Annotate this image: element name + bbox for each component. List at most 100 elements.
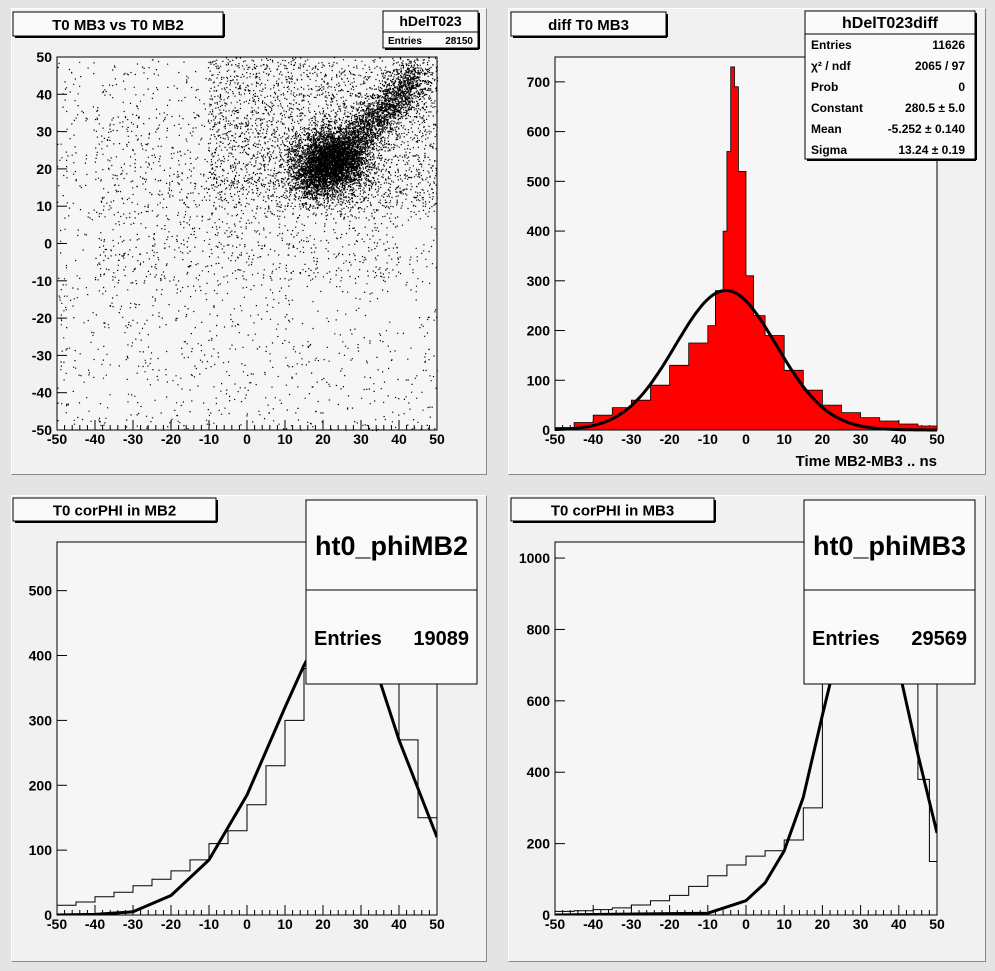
x-tick-label: -50: [545, 916, 565, 932]
stats-value: 28150: [445, 36, 473, 47]
x-tick-label: 20: [315, 916, 331, 932]
title-box: [510, 11, 667, 37]
x-tick-label: 20: [815, 431, 831, 447]
y-tick-label: 400: [527, 764, 551, 780]
chart-title: T0 corPHI in MB2: [53, 503, 176, 520]
y-tick-label: 200: [527, 836, 551, 852]
stats-label: Sigma: [811, 143, 847, 157]
y-tick-label: 30: [36, 124, 52, 140]
x-tick-label: 50: [929, 916, 945, 932]
x-tick-label: 10: [277, 431, 293, 447]
y-tick-label: 300: [527, 273, 551, 289]
x-tick-label: -40: [85, 916, 105, 932]
x-tick-label: 20: [315, 431, 331, 447]
stats-value: 13.24 ± 0.19: [898, 143, 965, 157]
x-tick-label: 30: [853, 916, 869, 932]
x-tick-label: -30: [621, 916, 641, 932]
histogram-bars: [554, 66, 938, 431]
stats-label: Entries: [811, 38, 852, 52]
chart-title: T0 MB3 vs T0 MB2: [52, 17, 184, 34]
x-tick-label: 0: [742, 916, 750, 932]
y-tick-label: -50: [32, 422, 52, 438]
x-tick-label: 10: [776, 431, 792, 447]
y-tick-label: 300: [29, 712, 53, 728]
y-tick-label: 400: [29, 648, 53, 664]
x-tick-label: -50: [47, 916, 67, 932]
x-tick-label: 40: [391, 916, 407, 932]
x-tick-label: 50: [429, 916, 445, 932]
x-tick-label: -40: [583, 916, 603, 932]
stats-label: Mean: [811, 122, 842, 136]
y-tick-label: 200: [527, 323, 551, 339]
y-tick-label: 600: [527, 124, 551, 140]
x-tick-label: 30: [353, 916, 369, 932]
plot-area: [57, 542, 437, 915]
y-tick-label: 10: [36, 198, 52, 214]
y-tick-label: 500: [29, 583, 53, 599]
x-tick-label: 30: [853, 431, 869, 447]
x-tick-label: -20: [161, 431, 181, 447]
stats-label: Entries: [812, 628, 880, 650]
x-axis-label: Time MB2-MB3 .. ns: [796, 453, 937, 470]
stats-box: [305, 499, 478, 685]
x-tick-label: 50: [929, 431, 945, 447]
y-tick-label: 0: [542, 422, 550, 438]
x-tick-label: 10: [776, 916, 792, 932]
x-tick-label: -30: [621, 431, 641, 447]
y-tick-label: 100: [29, 842, 53, 858]
y-tick-label: 600: [527, 693, 551, 709]
x-tick-label: 20: [815, 916, 831, 932]
scatter-points: [57, 57, 439, 432]
stats-label: Prob: [811, 80, 838, 94]
y-tick-label: 20: [36, 161, 52, 177]
x-tick-label: 40: [891, 916, 907, 932]
x-tick-label: 50: [429, 431, 445, 447]
x-tick-label: -10: [698, 431, 718, 447]
x-tick-label: -20: [161, 916, 181, 932]
y-tick-label: 100: [527, 372, 551, 388]
stats-box: [804, 10, 976, 160]
y-tick-label: 700: [527, 74, 551, 90]
stats-label: χ² / ndf: [811, 59, 852, 73]
stats-name: hDelT023diff: [842, 15, 939, 32]
stats-value: 11626: [932, 38, 965, 52]
y-tick-label: 0: [44, 236, 52, 252]
title-box: [12, 11, 224, 37]
plot-frame: [56, 56, 438, 431]
stats-name: hDelT023: [399, 13, 461, 29]
x-tick-label: 40: [391, 431, 407, 447]
stats-value: 0: [958, 80, 965, 94]
x-tick-label: -50: [545, 431, 565, 447]
x-tick-label: -20: [659, 431, 679, 447]
y-tick-label: -10: [32, 273, 52, 289]
x-tick-label: -10: [199, 431, 219, 447]
stats-box: [803, 499, 976, 685]
stats-value: -5.252 ± 0.140: [888, 122, 966, 136]
x-tick-label: -40: [583, 431, 603, 447]
y-tick-label: 800: [527, 621, 551, 637]
fit-curve: [555, 289, 937, 432]
y-tick-label: 500: [527, 173, 551, 189]
stats-box: [382, 10, 479, 49]
y-tick-label: -20: [32, 310, 52, 326]
x-tick-label: 0: [243, 431, 251, 447]
x-tick-label: -10: [199, 916, 219, 932]
stats-label: Entries: [314, 628, 382, 650]
stats-label: Constant: [811, 101, 863, 115]
x-tick-label: 30: [353, 431, 369, 447]
x-tick-label: 10: [277, 916, 293, 932]
stats-label: Entries: [388, 36, 422, 47]
chart-title: diff T0 MB3: [548, 17, 629, 34]
stats-value: 19089: [413, 628, 469, 650]
chart-title: T0 corPHI in MB3: [551, 503, 674, 520]
x-tick-label: -10: [698, 916, 718, 932]
y-tick-label: 40: [36, 86, 52, 102]
y-tick-label: 50: [36, 49, 52, 65]
x-tick-label: 40: [891, 431, 907, 447]
y-tick-label: 200: [29, 777, 53, 793]
y-tick-label: -40: [32, 385, 52, 401]
y-tick-label: 1000: [519, 550, 550, 566]
x-tick-label: -20: [659, 916, 679, 932]
x-tick-label: -50: [47, 431, 67, 447]
